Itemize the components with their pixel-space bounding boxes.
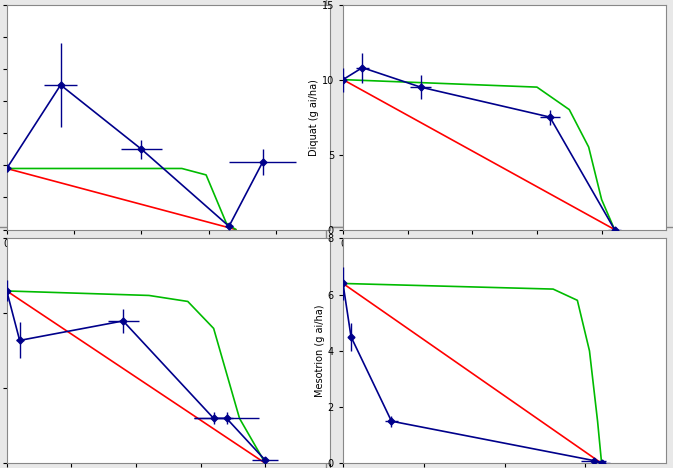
X-axis label: Terbuthylazin (g ai/ha): Terbuthylazin (g ai/ha) [114, 251, 223, 261]
X-axis label: Terbuthylazin (g ai/ha): Terbuthylazin (g ai/ha) [450, 251, 559, 261]
Y-axis label: Diquat (g ai/ha): Diquat (g ai/ha) [309, 79, 319, 155]
Y-axis label: Mesotrion (g ai/ha): Mesotrion (g ai/ha) [315, 305, 325, 397]
